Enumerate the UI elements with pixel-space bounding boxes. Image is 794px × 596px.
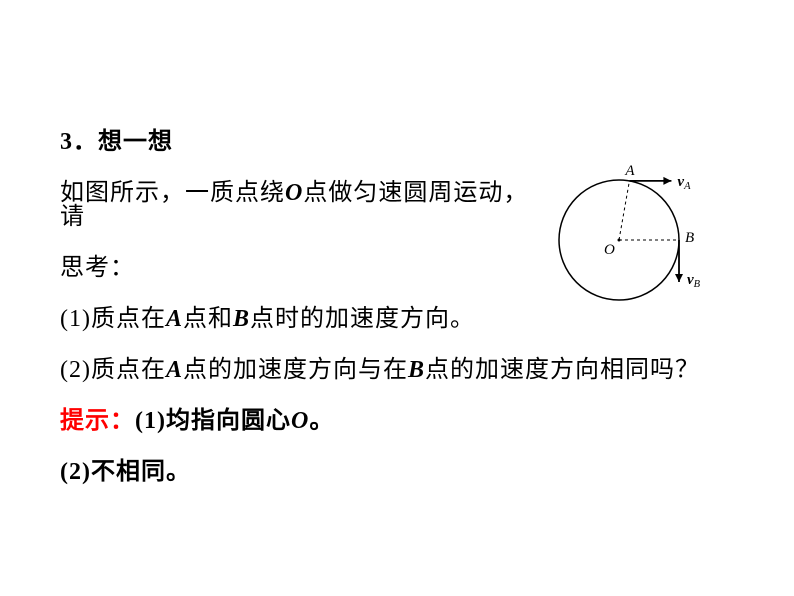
point-b-label: B [408,357,425,383]
intro-line-1: 如图所示，一质点绕O点做匀速圆周运动，请 [60,181,540,229]
text-fragment: 如图所示，一质点绕 [60,180,285,206]
svg-text:A: A [624,163,635,179]
hint-label: 提示： [60,408,135,434]
point-o-label: O [291,408,309,434]
point-o-label: O [285,180,303,206]
point-a-label: A [166,357,183,383]
point-a-label: A [166,306,183,332]
text-fragment: 点的加速度方向与在 [183,357,408,383]
text-fragment: 点时的加速度方向。 [250,306,475,332]
text-fragment: (1)质点在 [60,306,166,332]
svg-text:O: O [604,242,615,258]
text-fragment: (2)质点在 [60,357,166,383]
text-fragment: (1)均指向圆心 [135,408,291,434]
intro-block: 如图所示，一质点绕O点做匀速圆周运动，请 思考： [60,181,540,280]
text-fragment: 点的加速度方向相同吗？ [425,357,700,383]
section-title: 3．想一想 [60,130,734,154]
intro-line-2: 思考： [60,256,540,280]
svg-text:vA: vA [677,174,691,192]
text-fragment: 。 [309,408,334,434]
svg-text:vB: vB [687,272,701,290]
answer-2: (2)不相同。 [60,460,734,484]
circle-diagram: A B OvA vB [539,160,739,340]
answer-1: 提示：(1)均指向圆心O。 [60,409,734,433]
svg-text:B: B [685,230,694,246]
text-fragment: 点和 [183,306,233,332]
page: 3．想一想 如图所示，一质点绕O点做匀速圆周运动，请 思考： (1)质点在A点和… [0,0,794,596]
question-2: (2)质点在A点的加速度方向与在B点的加速度方向相同吗？ [60,358,734,382]
diagram-svg: A B OvA vB [539,160,739,335]
point-b-label: B [233,306,250,332]
